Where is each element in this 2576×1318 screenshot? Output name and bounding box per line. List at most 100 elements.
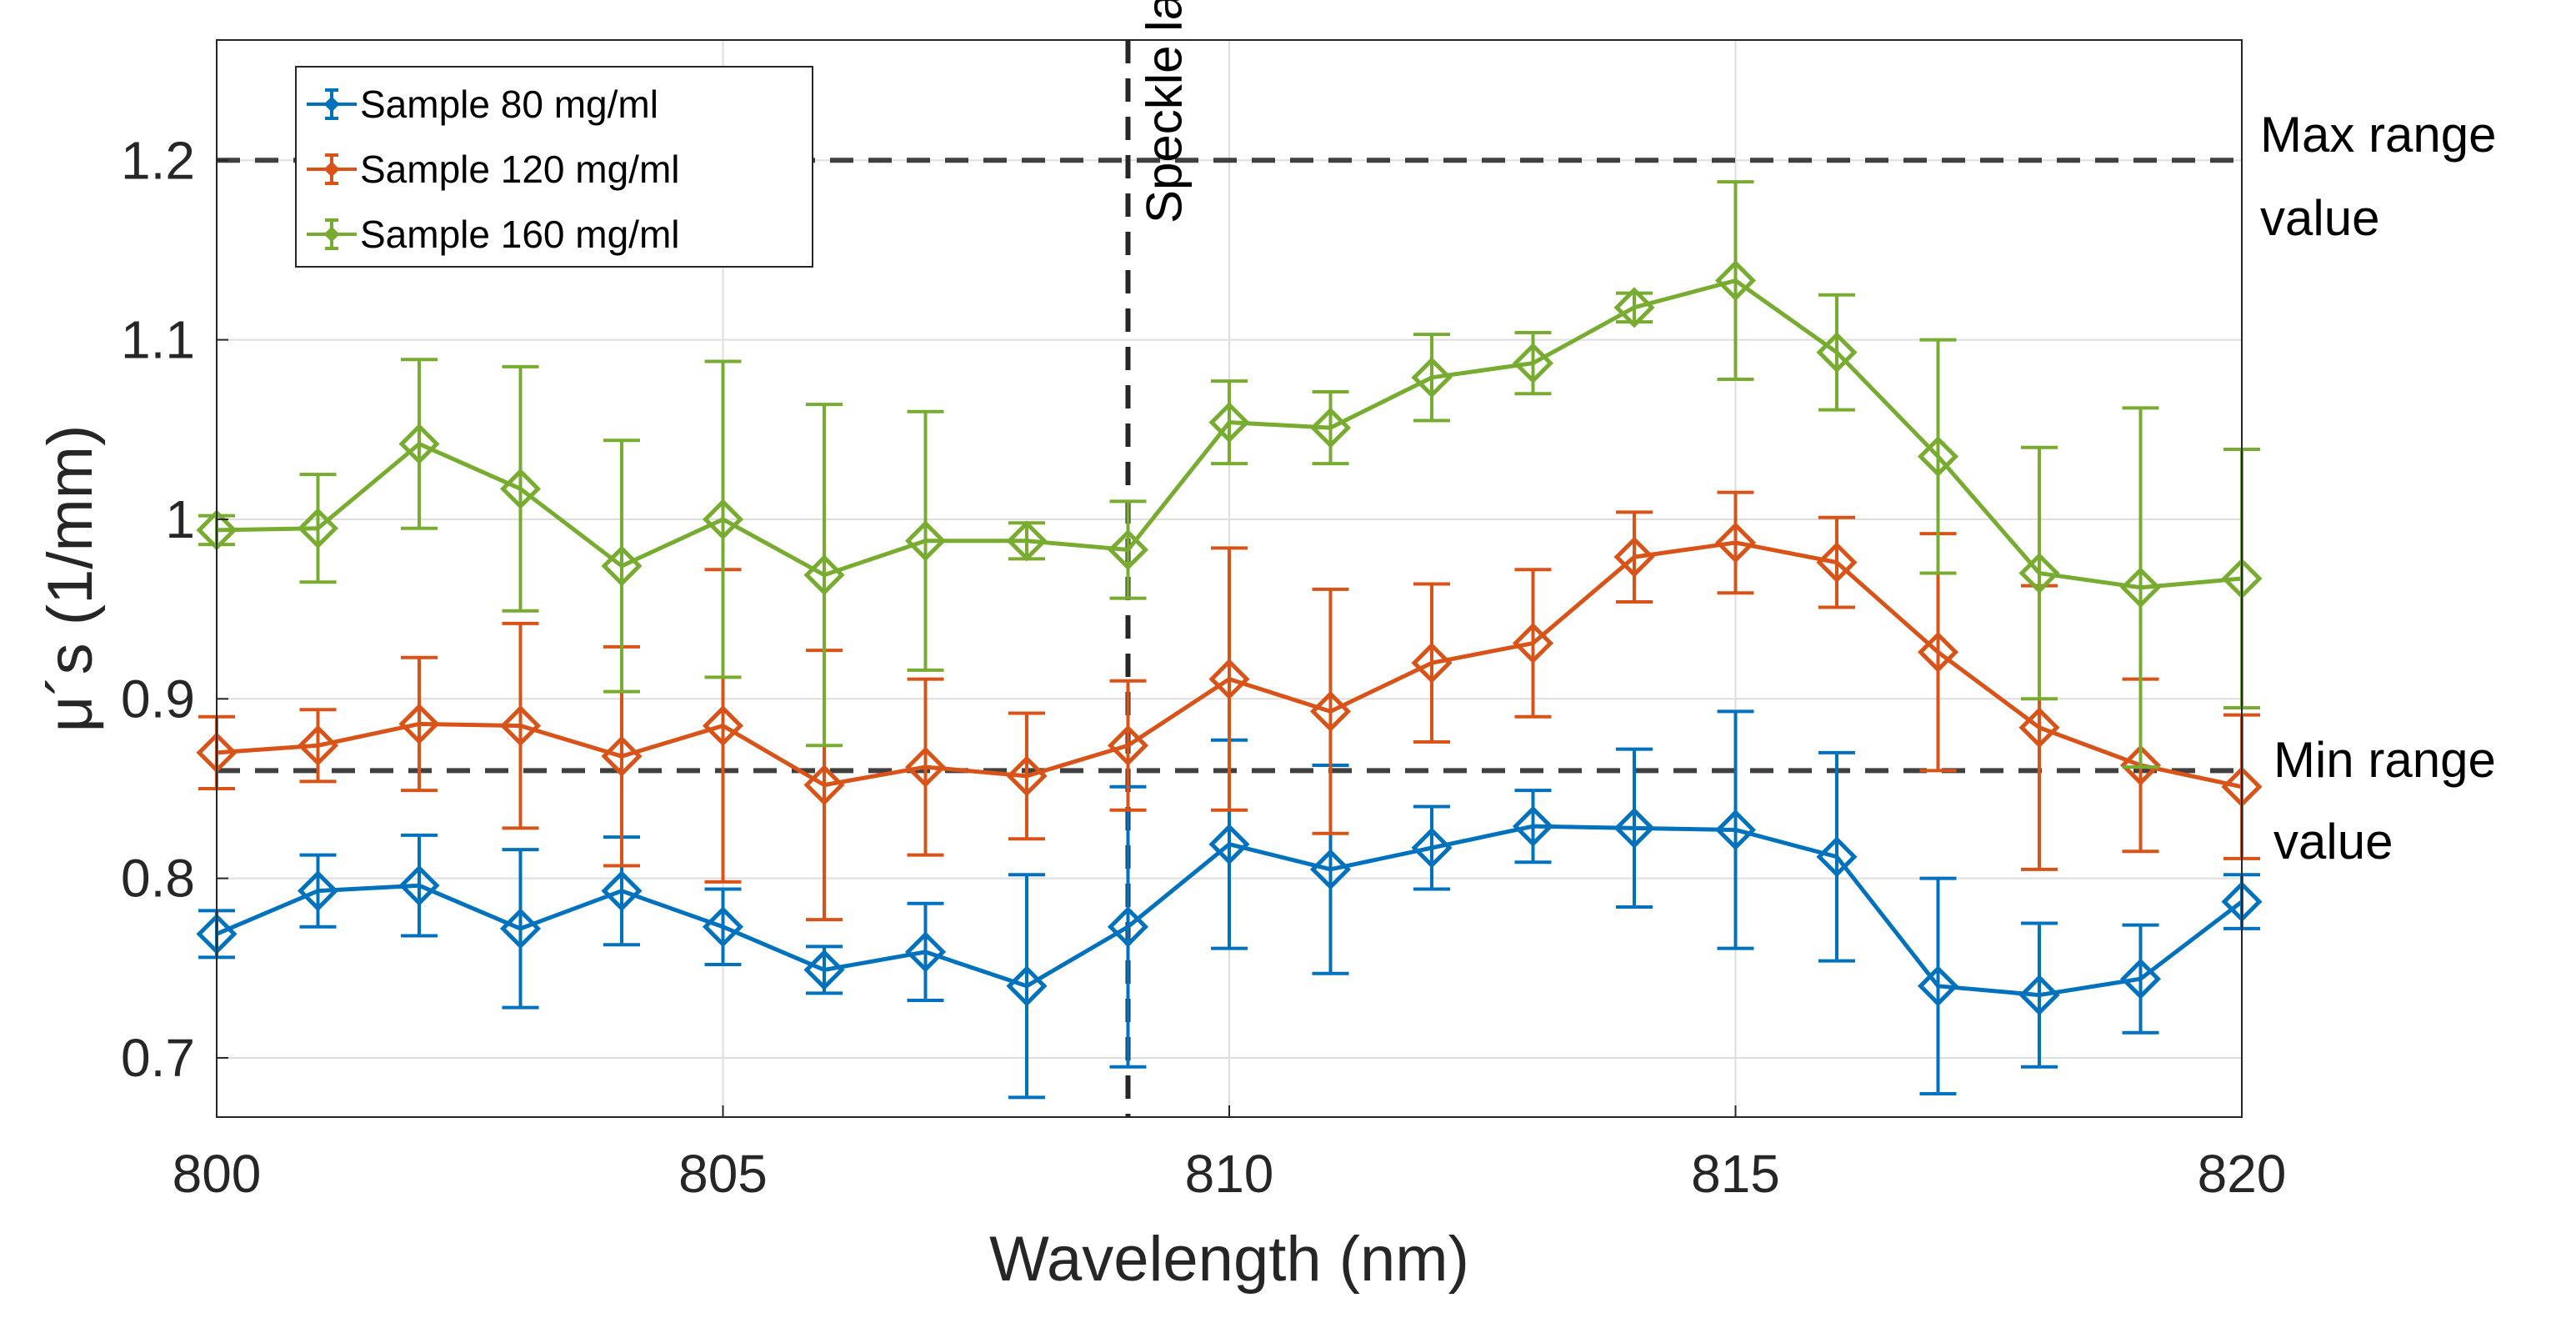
data-point-marker	[904, 746, 947, 788]
y-axis-title: μ´s (1/mm)	[35, 425, 106, 733]
data-point-marker	[1411, 827, 1453, 869]
y-tick-label: 1	[165, 489, 195, 549]
x-tick-label: 820	[2198, 1144, 2287, 1204]
error-bar	[907, 677, 944, 857]
data-point-marker	[803, 949, 845, 990]
error-bar	[704, 887, 742, 966]
legend-entry-1: Sample 80 mg/ml	[307, 83, 658, 126]
data-point-marker	[1714, 809, 1757, 851]
data-point-marker	[2119, 958, 2162, 1000]
data-point-marker	[1816, 836, 1858, 878]
data-point-marker	[1613, 287, 1655, 328]
data-point-marker	[1917, 965, 1959, 1007]
data-point-marker	[1613, 536, 1655, 578]
data-point-marker	[2018, 553, 2060, 594]
error-bar	[2021, 921, 2058, 1069]
error-bar	[1818, 293, 1855, 412]
error-bar	[2122, 923, 2159, 1035]
data-point-marker	[702, 499, 744, 540]
error-bar	[1919, 876, 1957, 1096]
error-bar	[502, 848, 539, 1010]
error-bar	[1413, 333, 1450, 423]
error-bar	[1616, 510, 1653, 604]
data-point-marker	[1006, 965, 1048, 1007]
data-point-marker	[1107, 906, 1149, 948]
error-bar	[704, 359, 742, 679]
error-bar	[1616, 291, 1653, 324]
data-point-marker	[297, 724, 339, 766]
data-point-marker	[1917, 436, 1959, 478]
data-point-marker	[1714, 522, 1757, 564]
data-point-marker	[904, 931, 947, 973]
max-range-label-line1: Max range	[2260, 107, 2496, 163]
data-point-marker	[1309, 690, 1352, 732]
error-bar	[299, 473, 337, 584]
x-tick-label: 800	[173, 1144, 262, 1204]
data-point-marker	[297, 870, 339, 912]
error-bar	[1616, 747, 1653, 910]
x-axis-title: Wavelength (nm)	[989, 1224, 1469, 1295]
legend-label: Sample 80 mg/ml	[360, 83, 658, 126]
error-bar	[1312, 587, 1349, 835]
min-range-label-line1: Min range	[2273, 732, 2496, 788]
error-bar	[502, 364, 539, 613]
data-point-marker	[398, 703, 440, 744]
error-bar	[1818, 515, 1855, 609]
x-tick-label: 815	[1691, 1144, 1780, 1204]
error-bar	[1717, 180, 1754, 381]
y-tick-label: 0.7	[121, 1028, 195, 1088]
data-point-marker	[601, 735, 643, 777]
data-point-marker	[1917, 631, 1959, 673]
data-point-marker	[1006, 520, 1048, 562]
error-bar	[299, 853, 337, 929]
data-point-marker	[2018, 975, 2060, 1016]
data-point-marker	[499, 908, 542, 950]
speckle-laser-label: Speckle laser	[1137, 0, 1193, 223]
y-tick-label: 1.1	[121, 310, 195, 370]
error-bar	[1413, 804, 1450, 891]
error-bar	[401, 358, 438, 530]
series-3	[196, 180, 2263, 769]
data-point-marker	[1613, 807, 1655, 849]
data-point-marker	[1107, 529, 1149, 571]
legend-marker	[323, 226, 340, 243]
x-tick-label: 810	[1185, 1144, 1274, 1204]
data-point-marker	[398, 423, 440, 465]
error-bar	[1514, 568, 1552, 719]
error-bar	[401, 655, 438, 793]
error-bar	[907, 409, 944, 672]
data-point-marker	[297, 508, 339, 549]
legend-label: Sample 120 mg/ml	[360, 148, 680, 191]
series-2	[196, 490, 2263, 922]
error-bar	[1717, 709, 1754, 950]
data-point-marker	[1107, 724, 1149, 766]
error-bar	[907, 901, 944, 1003]
error-bar	[1413, 582, 1450, 744]
data-point-marker	[1208, 824, 1250, 865]
data-point-marker	[1208, 402, 1250, 444]
error-bar	[1919, 338, 1957, 575]
x-tick-label: 805	[678, 1144, 768, 1204]
data-point-marker	[1512, 343, 1554, 384]
data-point-marker	[803, 764, 845, 806]
y-tick-label: 1.2	[121, 130, 195, 190]
data-point-marker	[1309, 849, 1352, 890]
error-bar	[299, 708, 337, 784]
data-point-marker	[1512, 622, 1554, 664]
error-bar	[2021, 445, 2058, 701]
error-bar	[2122, 406, 2159, 769]
data-point-marker	[1816, 542, 1858, 584]
error-bar	[1008, 873, 1045, 1100]
legend: Sample 80 mg/ml Sample 120 mg/ml Sample 16…	[295, 66, 813, 268]
error-bar	[502, 621, 539, 830]
error-bar	[1109, 499, 1147, 600]
data-point-marker	[1309, 407, 1352, 449]
legend-entry-2: Sample 120 mg/ml	[307, 148, 680, 191]
data-point-marker	[2119, 744, 2162, 786]
data-point-marker	[499, 705, 542, 747]
data-point-marker	[904, 520, 947, 562]
error-bar	[806, 403, 843, 748]
error-bar	[1818, 750, 1855, 963]
data-point-marker	[601, 870, 643, 912]
